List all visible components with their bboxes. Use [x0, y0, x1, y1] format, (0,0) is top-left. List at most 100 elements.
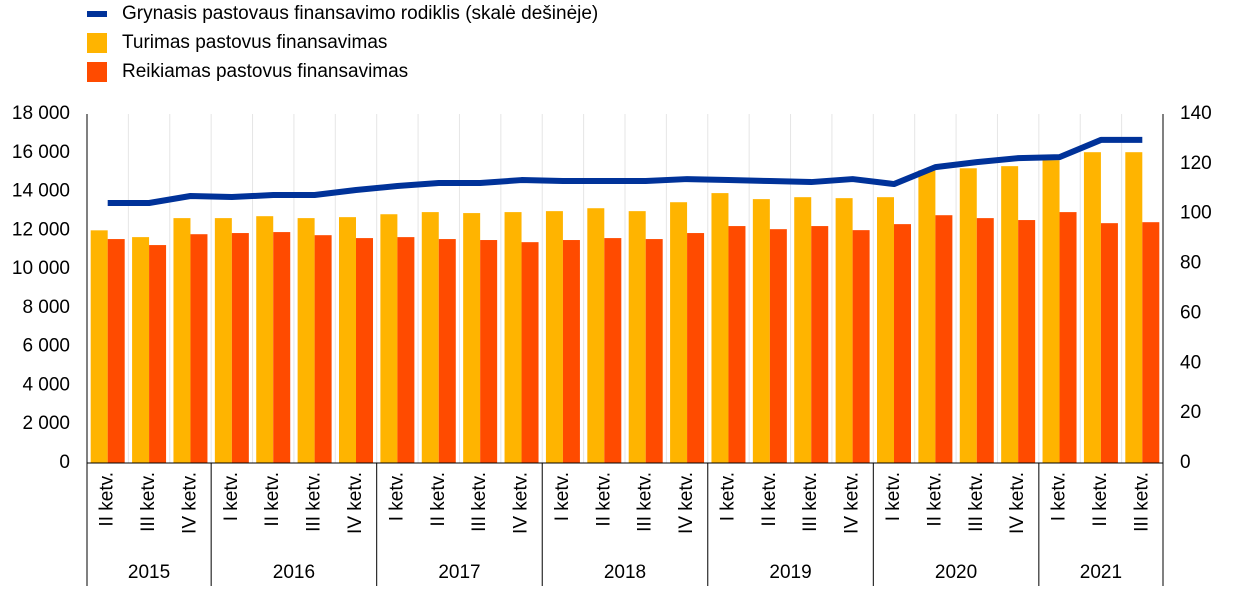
- x-tick-label: II ketv.: [593, 472, 614, 527]
- y2-tick-label: 100: [1180, 203, 1212, 224]
- bar: [1125, 152, 1143, 463]
- bar: [852, 230, 870, 463]
- x-tick-label: III ketv.: [635, 472, 656, 532]
- x-tick-label: I ketv.: [221, 472, 242, 521]
- bar: [504, 212, 522, 463]
- bar: [90, 230, 108, 463]
- bar: [769, 229, 787, 463]
- bar: [421, 212, 439, 463]
- bar: [811, 226, 829, 463]
- y-tick-label: 10 000: [12, 258, 70, 279]
- legend-label: Turimas pastovus finansavimas: [122, 32, 387, 53]
- x-group-label: 2016: [273, 562, 315, 583]
- bar: [1142, 222, 1160, 463]
- y2-tick-label: 40: [1180, 352, 1201, 373]
- x-tick-label: I ketv.: [883, 472, 904, 521]
- bar: [1083, 152, 1101, 463]
- bar: [1059, 212, 1077, 463]
- y2-tick-label: 0: [1180, 452, 1191, 473]
- bar: [380, 214, 398, 463]
- x-tick-label: IV ketv.: [511, 472, 532, 534]
- bar: [604, 238, 622, 463]
- x-group-label: 2017: [438, 562, 480, 583]
- bar: [214, 218, 232, 463]
- y-tick-label: 18 000: [12, 103, 70, 124]
- bar: [256, 216, 274, 463]
- y2-tick-label: 80: [1180, 253, 1201, 274]
- x-tick-label: I ketv.: [717, 472, 738, 521]
- bar: [132, 237, 150, 463]
- bar: [752, 199, 770, 463]
- bar: [645, 239, 663, 463]
- y-tick-label: 4 000: [22, 374, 70, 395]
- bar: [1001, 166, 1019, 463]
- x-tick-label: III ketv.: [966, 472, 987, 532]
- x-tick-label: IV ketv.: [676, 472, 697, 534]
- bar: [587, 208, 605, 463]
- y-tick-label: 6 000: [22, 336, 70, 357]
- bar: [397, 237, 415, 463]
- y-tick-label: 12 000: [12, 219, 70, 240]
- bar: [231, 233, 249, 463]
- bar: [107, 239, 125, 463]
- x-tick-label: III ketv.: [800, 472, 821, 532]
- x-group-label: 2019: [769, 562, 811, 583]
- legend-swatch: [87, 33, 107, 53]
- x-group-label: 2021: [1080, 562, 1122, 583]
- legend-swatch: [87, 62, 107, 82]
- legend-label: Grynasis pastovaus finansavimo rodiklis …: [122, 3, 598, 24]
- x-tick-label: II ketv.: [262, 472, 283, 527]
- x-tick-label: II ketv.: [924, 472, 945, 527]
- bar: [463, 213, 481, 463]
- bar: [545, 211, 563, 463]
- x-tick-label: IV ketv.: [179, 472, 200, 534]
- bar: [314, 235, 332, 463]
- x-tick-label: III ketv.: [138, 472, 159, 532]
- bar: [894, 224, 911, 463]
- bar: [190, 234, 208, 463]
- y-tick-label: 16 000: [12, 142, 70, 163]
- bar: [273, 232, 291, 463]
- bar: [670, 202, 688, 463]
- bar: [356, 238, 373, 463]
- bar: [339, 217, 356, 463]
- x-tick-label: II ketv.: [428, 472, 449, 527]
- bar: [1100, 223, 1118, 463]
- bar: [959, 168, 977, 464]
- x-tick-label: III ketv.: [469, 472, 490, 532]
- bar: [1042, 160, 1060, 463]
- bar: [794, 197, 812, 463]
- bar: [877, 197, 894, 463]
- y2-tick-label: 60: [1180, 302, 1201, 323]
- x-tick-label: I ketv.: [552, 472, 573, 521]
- bar: [728, 226, 746, 463]
- x-group-label: 2020: [935, 562, 977, 583]
- bar: [1018, 220, 1036, 463]
- x-tick-label: II ketv.: [759, 472, 780, 527]
- x-tick-label: I ketv.: [386, 472, 407, 521]
- x-tick-label: II ketv.: [1090, 472, 1111, 527]
- x-tick-label: II ketv.: [97, 472, 118, 527]
- bar: [297, 218, 315, 463]
- bar: [687, 233, 705, 463]
- y2-tick-label: 140: [1180, 103, 1212, 124]
- bar: [562, 240, 580, 463]
- y-tick-label: 0: [59, 452, 70, 473]
- bar: [711, 193, 729, 463]
- legend-swatch: [87, 11, 107, 17]
- line: [107, 136, 1143, 206]
- bar: [173, 218, 191, 463]
- bar: [480, 240, 498, 463]
- bar: [628, 211, 646, 463]
- x-tick-label: IV ketv.: [345, 472, 366, 534]
- y-tick-label: 2 000: [22, 413, 70, 434]
- bar: [976, 218, 994, 463]
- y2-tick-label: 120: [1180, 153, 1212, 174]
- y-tick-label: 8 000: [22, 297, 70, 318]
- x-tick-label: III ketv.: [304, 472, 325, 532]
- bar: [918, 170, 936, 463]
- legend-label: Reikiamas pastovus finansavimas: [122, 61, 408, 82]
- x-tick-label: I ketv.: [1049, 472, 1070, 521]
- x-tick-label: IV ketv.: [1007, 472, 1028, 534]
- x-group-label: 2015: [128, 562, 170, 583]
